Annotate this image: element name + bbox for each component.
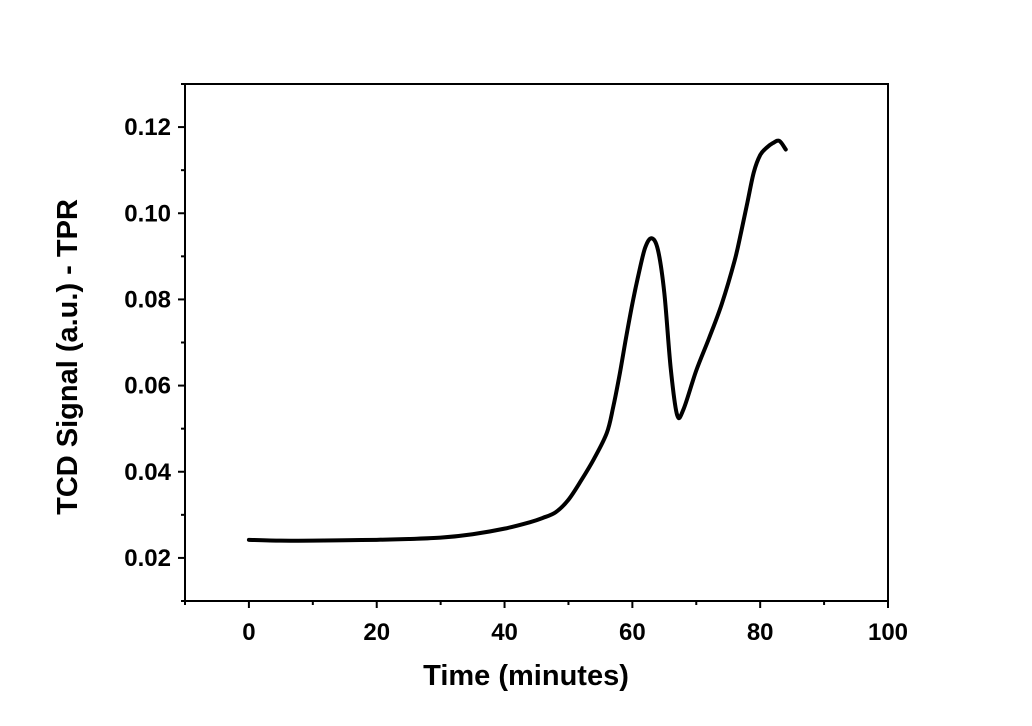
series-layer xyxy=(246,138,788,543)
series-line xyxy=(246,138,788,543)
y-axis-title: TCD Signal (a.u.) - TPR xyxy=(52,199,84,515)
y-tick-label: 0.04 xyxy=(124,459,171,486)
x-tick-label: 80 xyxy=(747,619,774,646)
plot-frame xyxy=(184,83,889,602)
y-tick-label: 0.10 xyxy=(124,200,171,227)
x-axis-title: Time (minutes) xyxy=(423,660,629,692)
x-tick-label: 0 xyxy=(242,619,255,646)
y-tick-label: 0.02 xyxy=(124,545,171,572)
x-tick-label: 60 xyxy=(619,619,646,646)
tick-labels-layer: 0 20 40 60 80 100 0.02 0.04 0.06 0.08 0.10 0.12 xyxy=(124,114,908,646)
y-tick-label: 0.08 xyxy=(124,286,171,313)
y-tick-label: 0.06 xyxy=(124,373,171,400)
ticks-layer xyxy=(178,83,889,608)
x-tick-label: 40 xyxy=(491,619,518,646)
x-tick-label: 20 xyxy=(363,619,390,646)
y-tick-label: 0.12 xyxy=(124,114,171,141)
x-tick-label: 100 xyxy=(868,619,908,646)
